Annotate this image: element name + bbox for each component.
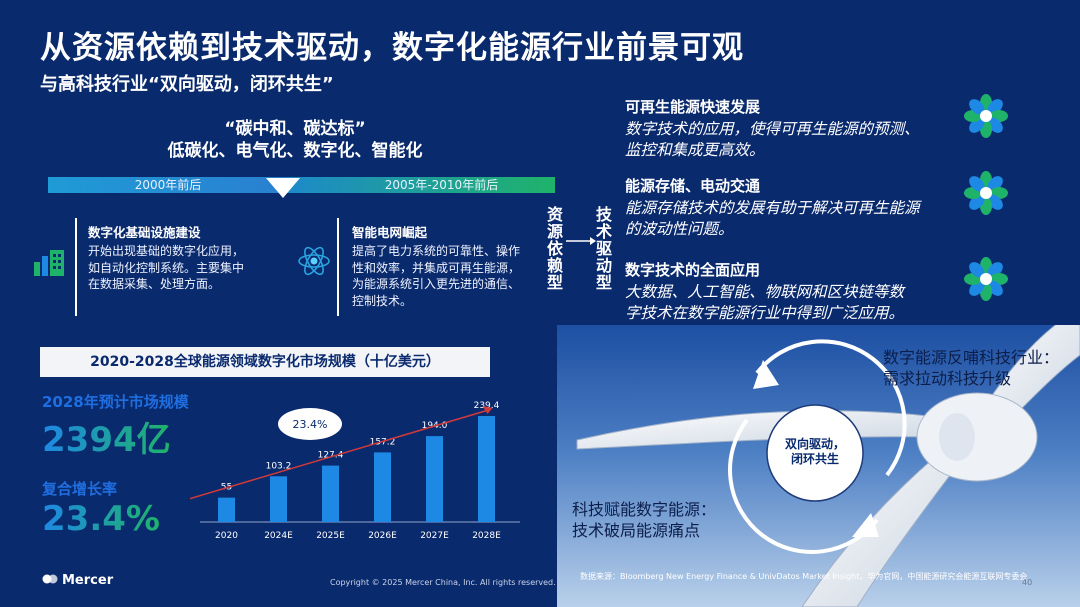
chart-trend-arrow xyxy=(190,409,489,500)
turbine-panel: 数字能源反哺科技行业： 需求拉动科技升级 科技赋能数字能源： 技术破局能源痛点 … xyxy=(557,325,1080,607)
card-title: 数字化基础设施建设 xyxy=(88,225,201,240)
stat-cagr-value: 23.4% xyxy=(42,499,160,539)
timeline-marker-triangle xyxy=(266,178,300,198)
carbon-goal-heading: “碳中和、碳达标” xyxy=(224,119,366,139)
carbon-goal-keywords: 低碳化、电气化、数字化、智能化 xyxy=(167,141,423,161)
panel-center-line: 闭环共生 xyxy=(790,452,839,466)
label-tech-driven: 技 术 驱 动 型 xyxy=(594,206,614,291)
panel-tech-to-energy: 科技赋能数字能源： 技术破局能源痛点 xyxy=(572,499,716,541)
page-number: 40 xyxy=(1022,578,1033,587)
card-line: 如自动化控制系统。主要集中 xyxy=(88,260,245,275)
vertical-char: 动 xyxy=(595,256,612,275)
chart-bar xyxy=(270,476,287,522)
panel-line: 科技赋能数字能源： xyxy=(572,500,717,519)
stat-market-size-value: 2394亿 xyxy=(42,412,171,461)
vertical-char: 赖 xyxy=(546,256,563,275)
chart-bar xyxy=(426,436,443,522)
vertical-char: 型 xyxy=(546,273,563,292)
vertical-char: 术 xyxy=(595,222,612,241)
panel-line: 数字能源反哺科技行业： xyxy=(883,348,1060,367)
vertical-char: 驱 xyxy=(595,239,612,258)
panel-line: 技术破局能源痛点 xyxy=(572,521,701,540)
panel-line: 需求拉动科技升级 xyxy=(883,369,1012,388)
chart-category-label: 2028E xyxy=(472,531,501,541)
chart-header: 2020-2028全球能源领域数字化市场规模（十亿美元） xyxy=(40,347,490,377)
chart-bar xyxy=(218,497,235,522)
point-line: 大数据、人工智能、物联网和区块链等数 xyxy=(625,283,905,301)
chart-category-label: 2026E xyxy=(368,531,397,541)
point-line: 能源存储技术的发展有助于解决可再生能源 xyxy=(625,199,920,217)
chart-category-label: 2020 xyxy=(215,531,238,541)
market-size-bar-chart: 552020103.22024E127.42025E157.22026E194.… xyxy=(190,401,520,541)
vertical-char: 源 xyxy=(546,222,563,241)
point-digital-tech: 数字技术的全面应用 大数据、人工智能、物联网和区块链等数 字技术在数字能源行业中… xyxy=(625,259,980,324)
page-subtitle: 与高科技行业“双向驱动，闭环共生” xyxy=(40,74,334,95)
wind-turbine-illustration xyxy=(576,325,1080,607)
flower-icon xyxy=(963,256,1009,302)
card-smart-grid: 智能电网崛起 提高了电力系统的可靠性、操作 性和效率，并集成可再生能源， 为能源… xyxy=(352,222,552,309)
data-source-text: 数据来源：Bloomberg New Energy Finance & Univ… xyxy=(580,572,1028,581)
panel-center-line: 双向驱动， xyxy=(784,437,845,451)
flower-icon xyxy=(963,93,1009,139)
vertical-char: 依 xyxy=(546,239,563,258)
point-title: 能源存储、电动交通 xyxy=(625,177,761,195)
card-line: 提高了电力系统的可靠性、操作 xyxy=(352,244,521,258)
flower-icon xyxy=(963,170,1009,216)
card-title: 智能电网崛起 xyxy=(352,225,428,240)
chart-value-label: 157.2 xyxy=(370,437,396,447)
point-line: 的波动性问题。 xyxy=(625,220,734,238)
point-line: 数字技术的应用，使得可再生能源的预测、 xyxy=(625,120,920,138)
point-storage: 能源存储、电动交通 能源存储技术的发展有助于解决可再生能源 的波动性问题。 xyxy=(625,175,980,240)
card-line: 在数据采集、处理方面。 xyxy=(88,277,221,291)
chart-annotation-bubble xyxy=(278,408,342,440)
mercer-logo-icon xyxy=(42,573,58,588)
point-title: 可再生能源快速发展 xyxy=(625,98,761,116)
timeline-segment-2000: 2000年前后 xyxy=(48,177,288,193)
card-divider xyxy=(337,218,339,316)
mercer-logo-text: Mercer xyxy=(62,573,114,588)
chart-value-label: 103.2 xyxy=(266,461,292,471)
chart-annotation-label: 23.4% xyxy=(293,418,328,431)
point-line: 监控和集成更高效。 xyxy=(625,141,765,159)
label-resource-dependent: 资 源 依 赖 型 xyxy=(545,206,565,291)
vertical-char: 技 xyxy=(595,205,612,224)
panel-energy-to-tech: 数字能源反哺科技行业： 需求拉动科技升级 xyxy=(883,347,1059,389)
card-divider xyxy=(75,218,77,316)
chart-category-label: 2024E xyxy=(264,531,293,541)
chart-trend-arrowhead xyxy=(482,406,493,414)
chart-bar xyxy=(478,416,495,522)
chart-value-label: 239.4 xyxy=(474,401,500,411)
copyright-text: Copyright © 2025 Mercer China, Inc. All … xyxy=(330,578,556,587)
page-title: 从资源依赖到技术驱动，数字化能源行业前景可观 xyxy=(40,30,744,66)
arrow-right-icon xyxy=(566,232,596,245)
stat-cagr-label: 复合增长率 xyxy=(42,480,118,498)
point-renewable: 可再生能源快速发展 数字技术的应用，使得可再生能源的预测、 监控和集成更高效。 xyxy=(625,96,970,161)
stat-market-size-label: 2028年预计市场规模 xyxy=(42,393,189,411)
point-title: 数字技术的全面应用 xyxy=(625,261,761,279)
card-line: 开始出现基础的数字化应用， xyxy=(88,244,245,258)
card-digital-infrastructure: 数字化基础设施建设 开始出现基础的数字化应用， 如自动化控制系统。主要集中 在数… xyxy=(88,222,288,293)
atom-network-icon xyxy=(297,244,331,278)
vertical-char: 型 xyxy=(595,273,612,292)
chart-bar xyxy=(374,452,391,522)
timeline-segment-2005-2010: 2005年-2010年前后 xyxy=(288,177,555,193)
panel-center-label: 双向驱动， 闭环共生 xyxy=(767,437,863,467)
building-chart-icon xyxy=(32,248,68,276)
vertical-char: 资 xyxy=(546,205,563,224)
chart-bar xyxy=(322,465,339,522)
card-line: 为能源系统引入更先进的通信、 xyxy=(352,277,521,291)
card-line: 性和效率，并集成可再生能源， xyxy=(352,260,521,275)
chart-value-label: 127.4 xyxy=(318,451,344,461)
card-line: 控制技术。 xyxy=(352,293,413,308)
chart-category-label: 2027E xyxy=(420,531,449,541)
mercer-logo: Mercer xyxy=(42,573,113,588)
chart-category-label: 2025E xyxy=(316,531,345,541)
point-line: 字技术在数字能源行业中得到广泛应用。 xyxy=(625,304,905,322)
